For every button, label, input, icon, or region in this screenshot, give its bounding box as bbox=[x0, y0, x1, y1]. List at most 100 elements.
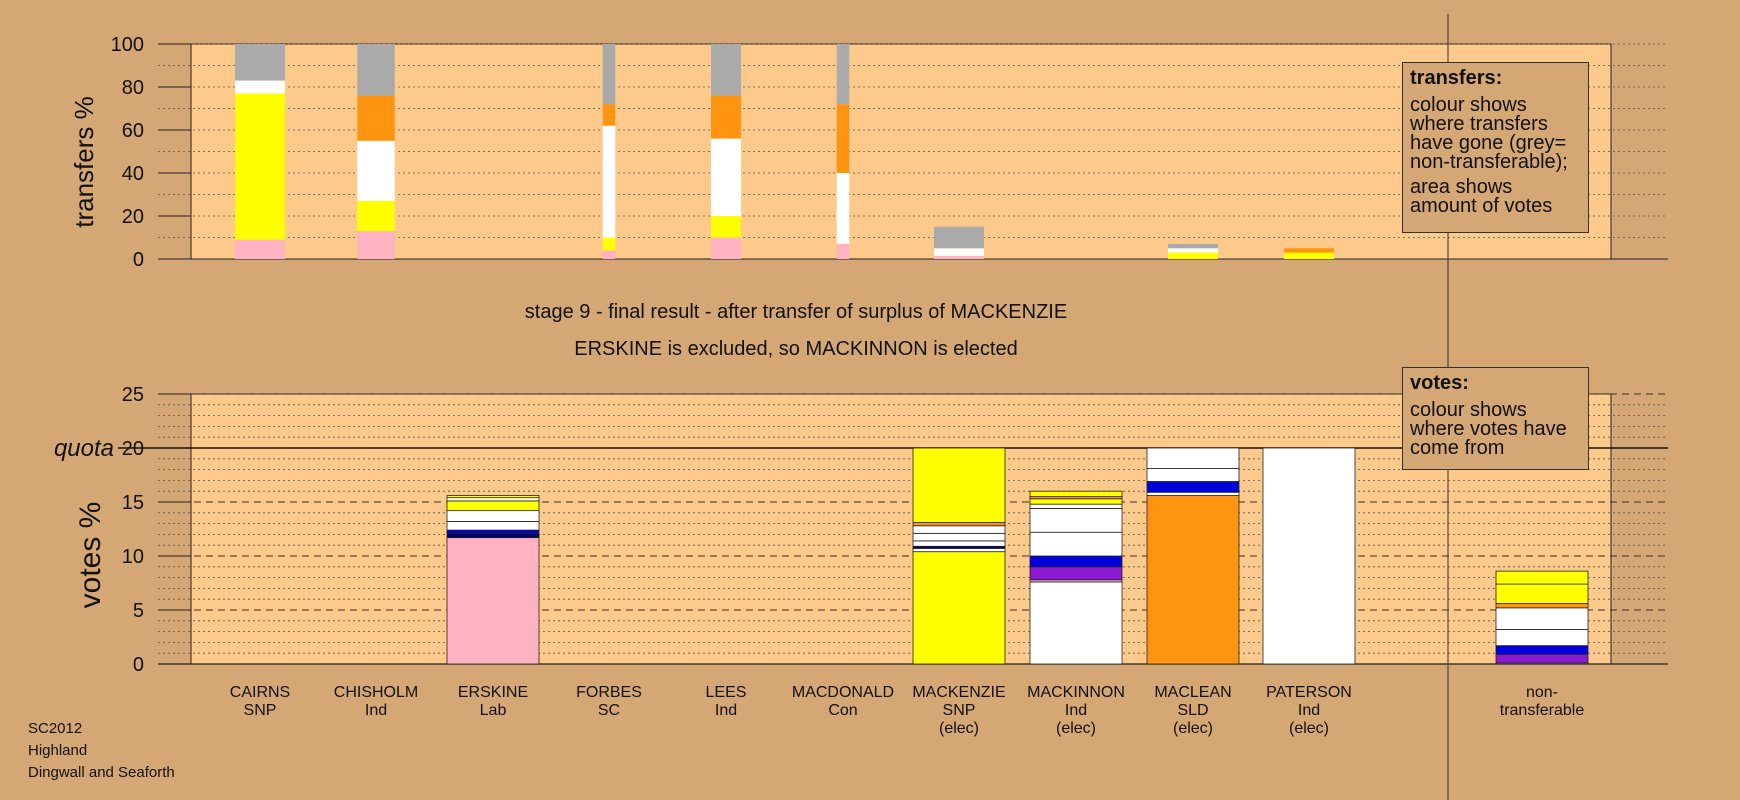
candidate-label-line: MACLEAN bbox=[1154, 684, 1231, 701]
transfer-bar-paterson bbox=[1284, 248, 1334, 259]
vote-segment-white bbox=[1146, 491, 1240, 496]
candidate-label-line: SLD bbox=[1177, 702, 1208, 719]
transfers-legend-box: transfers: colour shows where transfers … bbox=[1402, 62, 1589, 233]
transfer-bar-mackenzie bbox=[934, 226, 984, 259]
votes-tick-label: 5 bbox=[133, 600, 144, 622]
candidate-label-line: Ind bbox=[365, 702, 387, 719]
transfer-segment-grey bbox=[934, 226, 984, 249]
votes-legend-box: votes: colour shows where votes have com… bbox=[1402, 367, 1589, 470]
vote-bar bbox=[912, 447, 1006, 665]
vote-segment-white bbox=[1029, 508, 1123, 533]
candidate-label-line: MACKINNON bbox=[1027, 684, 1125, 701]
transfers-tick-label: 40 bbox=[122, 163, 144, 185]
transfer-segment-pink bbox=[836, 243, 850, 259]
vote-bar bbox=[446, 495, 540, 665]
candidate-label-line: LEES bbox=[706, 684, 747, 701]
candidate-labels: CAIRNSSNPCHISHOLMIndERSKINELabFORBESSCLE… bbox=[230, 684, 1585, 737]
vote-segment-yellow bbox=[912, 551, 1006, 665]
subtitle-line-1: stage 9 - final result - after transfer … bbox=[525, 301, 1067, 323]
transfers-tick-label: 20 bbox=[122, 206, 144, 228]
vote-segment-yellow bbox=[446, 495, 540, 499]
vote-segment-white bbox=[1146, 468, 1240, 482]
transfer-segment-grey bbox=[357, 44, 395, 96]
candidate-label-line: CAIRNS bbox=[230, 684, 290, 701]
vote-segment-white bbox=[446, 497, 540, 502]
vote-segment-white bbox=[1029, 503, 1123, 509]
transfer-segment-pink bbox=[934, 255, 984, 259]
candidate-label-line: non- bbox=[1526, 684, 1558, 701]
votes-tick-label: 0 bbox=[133, 654, 144, 676]
vote-segment-white bbox=[912, 540, 1006, 547]
votes-axis-label: votes % bbox=[74, 502, 107, 609]
vote-segment-orange bbox=[1146, 495, 1240, 665]
vote-segment-yellow bbox=[912, 447, 1006, 523]
transfer-segment-pink bbox=[602, 250, 616, 259]
transfer-segment-yellow bbox=[1284, 252, 1334, 259]
transfers-legend-heading: transfers: bbox=[1410, 67, 1503, 89]
transfer-bar-maclean bbox=[1168, 243, 1218, 259]
votes-tick-label: 15 bbox=[122, 492, 144, 514]
vote-segment-yellow bbox=[1495, 583, 1589, 604]
transfer-segment-white bbox=[235, 80, 285, 94]
candidate-label-line: SNP bbox=[943, 702, 976, 719]
transfer-segment-white bbox=[836, 173, 850, 244]
vote-segment-white bbox=[446, 521, 540, 531]
vote-segment-navy bbox=[446, 532, 540, 539]
vote-segment-blue bbox=[1495, 645, 1589, 655]
candidate-label-line: Ind bbox=[1065, 702, 1087, 719]
vote-segment-white bbox=[1495, 607, 1589, 630]
candidate-label-line: Ind bbox=[715, 702, 737, 719]
transfer-bar-chisholm bbox=[357, 44, 395, 259]
vote-segment-white bbox=[912, 532, 1006, 542]
vote-bar bbox=[1146, 447, 1240, 665]
transfers-legend-text-2: area shows amount of votes bbox=[1410, 176, 1553, 217]
votes-tick-label: 20 bbox=[122, 438, 144, 460]
votes-plot-area bbox=[190, 393, 1612, 665]
candidate-label-line: SC bbox=[598, 702, 620, 719]
transfer-segment-grey bbox=[235, 44, 285, 81]
vote-bar bbox=[1495, 570, 1589, 665]
candidate-label-line: PATERSON bbox=[1266, 684, 1352, 701]
vote-segment-yellow bbox=[1029, 490, 1123, 498]
transfer-segment-grey bbox=[602, 44, 616, 105]
transfer-segment-orange bbox=[1284, 248, 1334, 253]
vote-segment-blue bbox=[1146, 481, 1240, 493]
candidate-label-line: MACKENZIE bbox=[912, 684, 1005, 701]
transfer-segment-yellow bbox=[602, 237, 616, 251]
transfer-segment-white bbox=[357, 140, 395, 201]
candidate-label-line: FORBES bbox=[576, 684, 642, 701]
transfer-segment-grey bbox=[1168, 243, 1218, 249]
vote-segment-orange bbox=[912, 522, 1006, 527]
transfers-legend-text-1: colour shows where transfers have gone (… bbox=[1410, 94, 1568, 173]
transfer-segment-grey bbox=[711, 44, 741, 96]
vote-segment-purple bbox=[1029, 566, 1123, 581]
election-meta: SC2012 Highland Dingwall and Seaforth bbox=[28, 718, 175, 784]
candidate-label-line: transferable bbox=[1500, 702, 1585, 719]
meta-line-3: Dingwall and Seaforth bbox=[28, 764, 175, 781]
votes-tick-label: 25 bbox=[122, 384, 144, 406]
transfer-bar-cairns bbox=[235, 44, 285, 259]
transfer-segment-white bbox=[602, 125, 616, 238]
vote-segment-white bbox=[1029, 581, 1123, 665]
vote-segment-orange bbox=[1495, 603, 1589, 609]
vote-segment-pink bbox=[446, 537, 540, 665]
vote-segment-white bbox=[912, 525, 1006, 534]
transfer-bar-forbes bbox=[602, 44, 616, 259]
transfer-segment-white bbox=[934, 248, 984, 256]
candidate-label-line: Con bbox=[828, 702, 857, 719]
vote-segment-white bbox=[1495, 629, 1589, 647]
transfer-segment-orange bbox=[836, 104, 850, 173]
transfer-segment-orange bbox=[357, 95, 395, 141]
vote-bar bbox=[1262, 447, 1356, 665]
votes-panel: 0 5 10 15 20 25 bbox=[118, 384, 1668, 676]
transfer-segment-yellow bbox=[235, 93, 285, 240]
candidate-label-line: MACDONALD bbox=[792, 684, 894, 701]
transfer-segment-grey bbox=[836, 44, 850, 105]
vote-segment-white bbox=[912, 548, 1006, 553]
transfers-panel: 0 20 40 60 80 100 bbox=[111, 34, 1668, 271]
candidate-label-line: Lab bbox=[480, 702, 507, 719]
transfer-segment-yellow bbox=[357, 200, 395, 232]
meta-line-1: SC2012 bbox=[28, 720, 83, 737]
votes-tick-label: 10 bbox=[122, 546, 144, 568]
candidate-label-line: Ind bbox=[1298, 702, 1320, 719]
